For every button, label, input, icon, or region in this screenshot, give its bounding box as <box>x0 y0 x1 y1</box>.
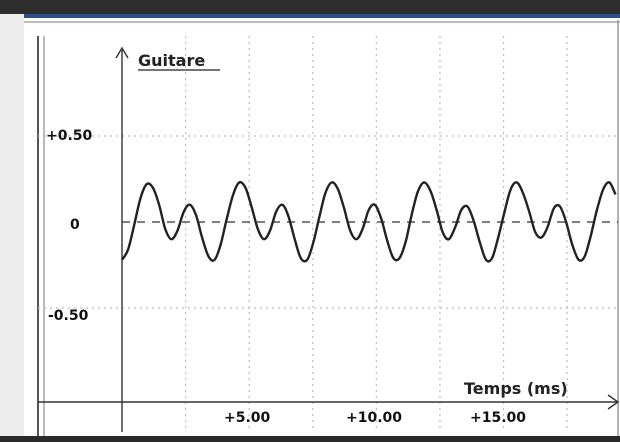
y-tick-label-plus-050: +0.50 <box>46 128 93 144</box>
chart-title: Guitare <box>138 51 205 70</box>
frame-top-edge <box>24 14 620 18</box>
y-tick-label-zero: 0 <box>70 217 80 233</box>
left-side-strip <box>0 14 24 442</box>
x-tick-label-10: +10.00 <box>346 410 402 426</box>
window-bottom-bar <box>0 436 620 442</box>
grid-layer <box>38 36 618 432</box>
y-axis-arrow <box>115 46 129 59</box>
waveform-series-line <box>120 180 617 263</box>
y-tick-label-minus-050: -0.50 <box>48 308 89 324</box>
waveform-chart: Guitare +0.50 0 -0.50 Temps (ms) +5.00 +… <box>24 14 620 436</box>
window-top-bar <box>0 0 620 14</box>
x-tick-label-15: +15.00 <box>470 410 526 426</box>
x-tick-label-5: +5.00 <box>224 410 271 426</box>
x-axis-arrow <box>607 394 620 410</box>
x-axis-label: Temps (ms) <box>464 379 568 398</box>
plot-area: Guitare +0.50 0 -0.50 Temps (ms) +5.00 +… <box>24 14 620 436</box>
